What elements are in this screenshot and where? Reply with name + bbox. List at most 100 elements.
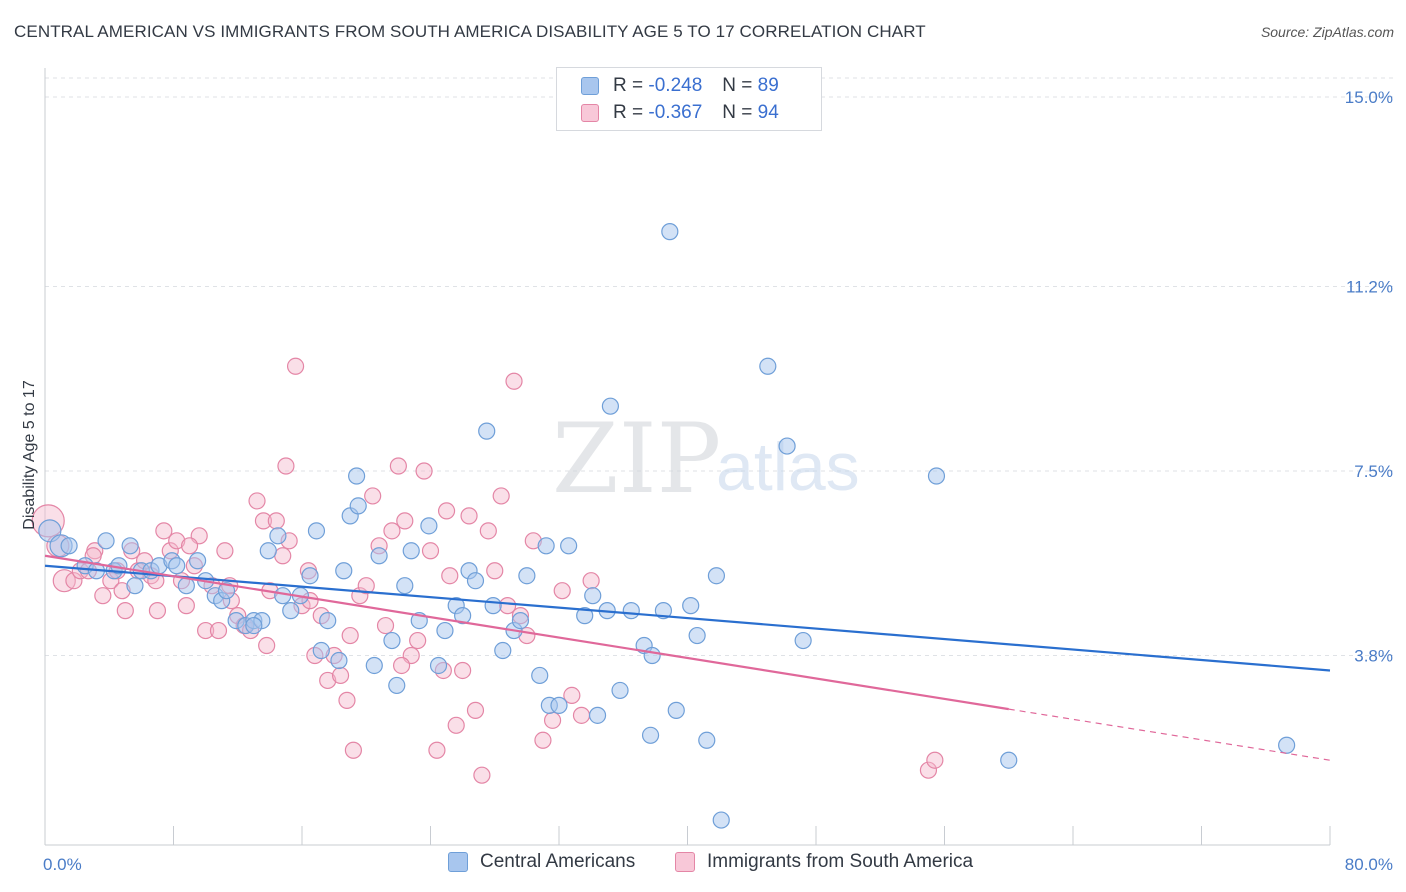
blue-point: [611, 681, 629, 700]
pink-point: [479, 522, 497, 540]
blue-point: [712, 811, 730, 829]
pink-point: [258, 636, 276, 655]
blue-point: [454, 607, 472, 625]
blue-point: [584, 587, 602, 605]
y-tick-label: 3.8%: [1354, 647, 1393, 666]
pink-point: [286, 357, 305, 375]
bottom-legend-swatch-blue: [448, 852, 468, 872]
blue-point: [550, 696, 568, 714]
blue-point: [388, 676, 406, 695]
bottom-legend-label: Immigrants from South America: [707, 851, 974, 872]
bottom-legend-immigrants-south-america: Immigrants from South America: [675, 851, 973, 873]
pink-point: [392, 656, 411, 675]
trend-line-immigrants-dashed: [1008, 708, 1331, 761]
x-tick-labels: 0.0% 80.0%: [43, 855, 1393, 874]
source-label: Source: ZipAtlas.com: [1260, 24, 1394, 40]
blue-point: [60, 537, 78, 555]
pink-point: [383, 522, 401, 540]
pink-point: [155, 522, 173, 540]
watermark: ZIP atlas: [552, 403, 860, 515]
blue-point: [312, 641, 330, 660]
blue-point: [531, 666, 549, 685]
pink-point: [460, 507, 478, 525]
pink-point: [274, 547, 292, 565]
y-axis-label: Disability Age 5 to 17: [21, 380, 38, 530]
blue-point: [601, 397, 620, 415]
blue-point: [518, 567, 536, 585]
pink-point: [553, 582, 571, 600]
blue-point: [274, 587, 292, 605]
blue-point: [217, 582, 236, 600]
legend-r-value: -0.367: [648, 102, 703, 123]
legend-n-label: N =: [722, 75, 753, 96]
blue-point: [348, 467, 366, 485]
pink-point: [197, 621, 215, 640]
pink-point: [389, 457, 407, 475]
pink-point: [254, 512, 273, 530]
legend-r-value: -0.248: [648, 75, 703, 96]
pink-point: [919, 761, 938, 779]
blue-point: [778, 437, 796, 455]
blue-point: [121, 537, 139, 555]
bottom-legend-central-americans: Central Americans: [448, 851, 635, 873]
trend-line-central-americans: [44, 564, 1331, 672]
blue-point: [269, 527, 287, 545]
legend-r-label: R =: [613, 75, 644, 96]
blue-point: [1278, 736, 1296, 754]
watermark-zip: ZIP: [552, 403, 721, 515]
pink-point: [216, 542, 234, 560]
pink-point: [473, 766, 491, 784]
pink-point: [331, 666, 350, 685]
y-tick-label: 15.0%: [1345, 88, 1393, 107]
pink-point: [341, 626, 359, 645]
pink-point: [364, 487, 382, 505]
pink-point: [319, 671, 337, 690]
blue-point: [511, 611, 530, 630]
blue-point: [643, 646, 661, 665]
blue-point: [641, 726, 660, 744]
legend-n-value: 94: [757, 102, 779, 123]
blue-point: [478, 422, 496, 440]
series-central-americans: [38, 223, 1296, 829]
pink-point: [421, 542, 440, 560]
pink-point: [277, 457, 295, 475]
pink-point: [376, 616, 395, 635]
pink-point: [248, 492, 266, 510]
blue-point: [330, 651, 348, 670]
blue-point: [365, 656, 383, 675]
blue-point: [349, 497, 367, 515]
pink-point: [94, 587, 112, 605]
blue-point: [688, 626, 706, 645]
series-immigrants-south-america: [31, 357, 944, 784]
pink-point: [543, 711, 562, 729]
blue-point: [319, 611, 337, 630]
pink-point: [454, 661, 472, 680]
legend-r-label: R =: [613, 102, 644, 123]
pink-point: [415, 462, 433, 480]
pink-point: [209, 621, 228, 640]
blue-point: [429, 656, 448, 675]
pink-point: [344, 741, 362, 759]
blue-point: [245, 616, 263, 635]
blue-point: [188, 552, 207, 570]
pink-point: [52, 569, 76, 593]
blue-point: [494, 641, 512, 660]
pink-point: [563, 686, 581, 705]
legend-row-central-americans: R = -0.248 N = 89: [581, 74, 779, 98]
x-tick-label: 0.0%: [43, 855, 82, 874]
pink-point: [492, 487, 510, 505]
blue-point: [97, 532, 115, 550]
pink-point: [177, 597, 195, 615]
blue-point: [484, 597, 502, 615]
blue-point: [307, 522, 326, 540]
pink-point: [428, 741, 446, 759]
bottom-legend-swatch-pink: [675, 852, 695, 872]
legend-n-value: 89: [757, 75, 779, 96]
pink-point: [534, 731, 552, 749]
blue-point: [794, 631, 812, 650]
pink-point: [65, 572, 83, 590]
blue-point: [1000, 751, 1018, 769]
blue-point: [126, 577, 144, 595]
pink-point: [582, 572, 600, 590]
pink-point: [396, 512, 414, 530]
